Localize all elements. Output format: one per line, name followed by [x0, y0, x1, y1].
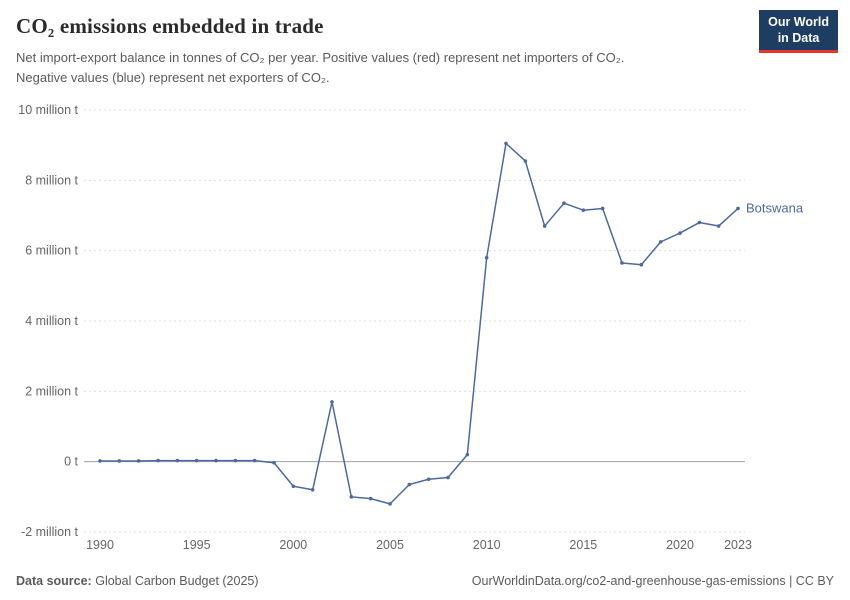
x-tick-label: 2020 — [666, 538, 694, 552]
data-point — [388, 502, 392, 506]
y-tick-label: 4 million t — [25, 314, 78, 328]
data-point — [136, 459, 141, 463]
chart-area: -2 million t 0 t 2 million t 4 million t 6 m… — [0, 95, 850, 560]
x-tick-label: 2015 — [569, 538, 597, 552]
data-point — [639, 262, 644, 267]
y-tick-label: 2 million t — [25, 384, 78, 398]
owid-logo[interactable]: Our World in Data — [759, 10, 838, 54]
data-point — [194, 458, 199, 463]
owid-logo-line-1: Our World — [768, 15, 829, 29]
data-point — [736, 206, 740, 211]
chart-subtitle: Net import-export balance in tonnes of C… — [16, 48, 716, 87]
data-point — [156, 458, 160, 463]
data-point — [446, 475, 450, 480]
line-chart[interactable]: -2 million t 0 t 2 million t 4 million t 6 m… — [0, 95, 850, 560]
x-tick-label: 1990 — [86, 538, 114, 552]
page-title: CO₂ emissions embedded in trade — [16, 14, 324, 38]
data-point — [175, 458, 180, 463]
data-point — [504, 141, 508, 146]
data-point — [716, 224, 721, 228]
data-point — [697, 220, 702, 225]
y-tick-label: 6 million t — [25, 244, 78, 258]
data-point — [407, 482, 412, 487]
y-tick-label: 8 million t — [25, 173, 78, 187]
x-tick-label: 2023 — [724, 538, 752, 552]
y-tick-label: 0 t — [64, 455, 78, 469]
data-source: Data source: Global Carbon Budget (2025) — [16, 574, 259, 588]
data-point — [484, 255, 489, 260]
data-point — [426, 477, 431, 482]
data-point — [562, 201, 566, 205]
chart-footer: Data source: Global Carbon Budget (2025)… — [16, 574, 834, 588]
y-tick-label: 10 million t — [18, 103, 78, 117]
data-point — [330, 400, 334, 404]
data-point — [465, 452, 470, 457]
data-point — [658, 240, 663, 244]
owid-logo-line-2: in Data — [777, 30, 820, 45]
data-point — [291, 484, 296, 489]
data-point — [310, 488, 315, 492]
data-point — [600, 206, 605, 211]
data-point — [678, 231, 682, 235]
data-point — [214, 458, 218, 463]
data-point — [272, 460, 276, 465]
x-tick-label: 2005 — [376, 538, 404, 552]
data-point — [252, 458, 257, 463]
data-point — [117, 459, 122, 463]
series-label[interactable]: Botswana — [746, 200, 804, 215]
data-point — [523, 159, 528, 163]
data-point — [233, 458, 238, 463]
data-point — [98, 459, 102, 463]
series-line — [100, 142, 739, 505]
x-tick-label: 2010 — [473, 538, 501, 552]
data-point — [620, 261, 624, 265]
data-point — [368, 496, 373, 501]
y-tick-label: -2 million t — [21, 525, 78, 539]
data-source-label: Data source: — [16, 574, 92, 588]
data-point — [349, 495, 354, 499]
data-point — [581, 208, 586, 213]
subtitle-line-2: Negative values (blue) represent net exp… — [16, 69, 330, 85]
x-tick-label: 1995 — [183, 538, 211, 552]
chart-header: CO₂ emissions embedded in trade Net impo… — [0, 0, 850, 87]
data-source-value: Global Carbon Budget (2025) — [95, 574, 259, 588]
x-tick-label: 2000 — [279, 538, 307, 552]
subtitle-line-1: Net import-export balance in tonnes of C… — [16, 50, 625, 65]
data-point — [542, 224, 547, 228]
footer-link[interactable]: OurWorldinData.org/co2-and-greenhouse-ga… — [471, 574, 834, 588]
